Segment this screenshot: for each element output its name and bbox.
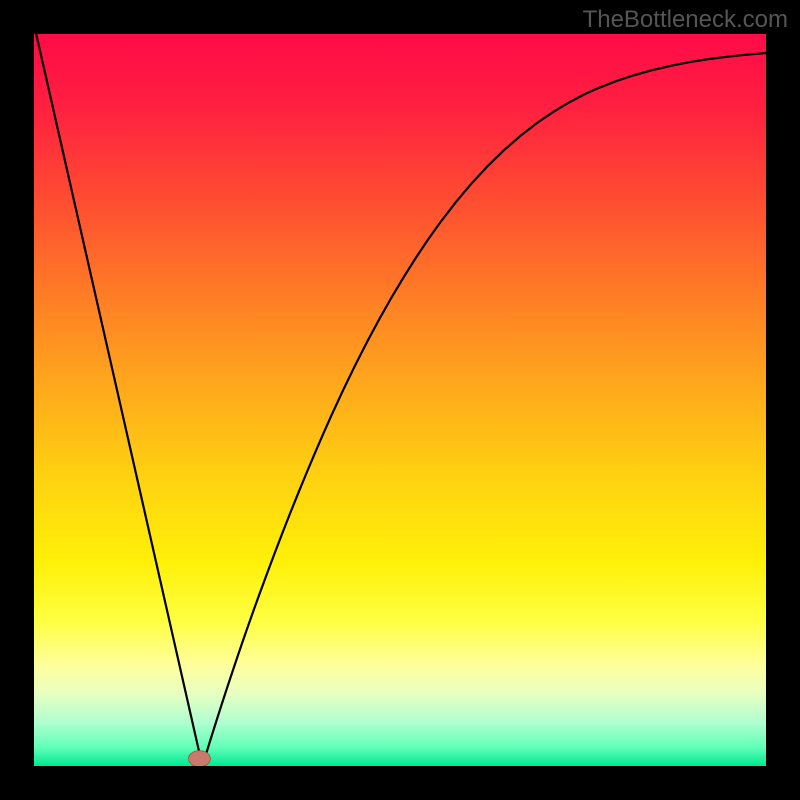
minimum-marker (188, 751, 210, 767)
watermark-text: TheBottleneck.com (583, 6, 788, 34)
chart-gradient-background (34, 34, 766, 766)
chart-svg (0, 0, 800, 800)
bottleneck-chart: TheBottleneck.com (0, 0, 800, 800)
